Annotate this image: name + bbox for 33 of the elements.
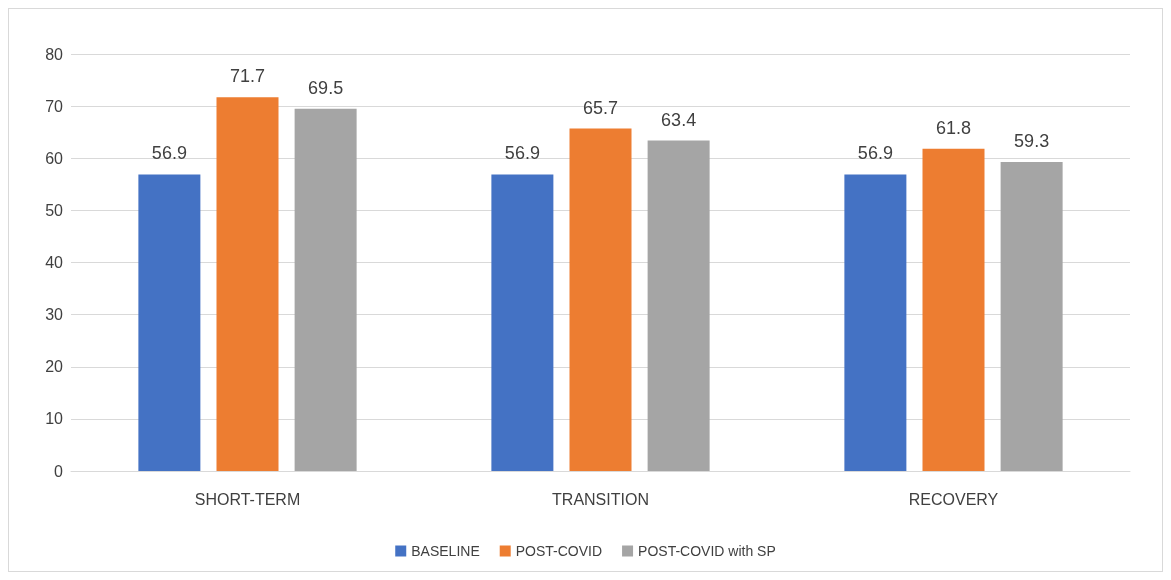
x-tick-label: RECOVERY (908, 490, 999, 508)
x-tick-label: TRANSITION (552, 490, 649, 508)
data-label: 71.7 (229, 66, 266, 87)
data-label: 63.4 (661, 109, 697, 130)
y-tick-label: 50 (45, 201, 64, 219)
legend-label: POST-COVID with SP (638, 543, 776, 559)
data-label: 61.8 (935, 117, 972, 138)
x-tick-label: SHORT-TERM (194, 490, 301, 508)
bar (1000, 161, 1063, 471)
bar (922, 148, 985, 471)
y-tick-label: 40 (45, 254, 64, 271)
data-label: 69.5 (308, 77, 344, 98)
data-label: 56.9 (151, 143, 187, 164)
data-label: 65.7 (582, 97, 619, 118)
bar (647, 140, 710, 471)
bar (491, 174, 554, 471)
legend-label: BASELINE (411, 543, 480, 559)
y-tick-label: 30 (45, 306, 64, 324)
data-label: 56.9 (857, 143, 893, 164)
data-label: 59.3 (1014, 130, 1050, 151)
y-tick-label: 10 (45, 410, 64, 428)
bar (569, 128, 632, 471)
bar (138, 174, 201, 471)
data-label: 56.9 (504, 143, 540, 164)
bar (216, 97, 279, 471)
y-tick-label: 0 (54, 462, 64, 480)
y-tick-label: 60 (45, 149, 64, 167)
y-tick-label: 80 (45, 45, 64, 63)
legend-label: POST-COVID (515, 543, 603, 559)
y-tick-label: 20 (45, 358, 64, 376)
y-tick-label: 70 (45, 97, 64, 115)
bar (294, 108, 357, 471)
bar (844, 174, 907, 471)
